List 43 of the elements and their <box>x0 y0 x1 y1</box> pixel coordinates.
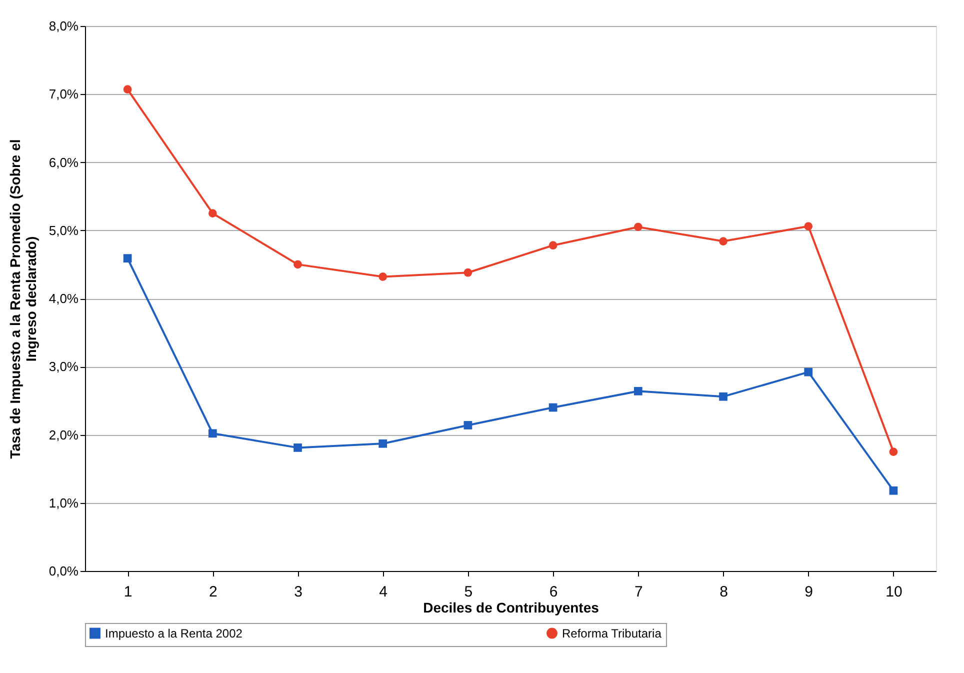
point <box>548 241 558 250</box>
x-tick-label: 2 <box>208 584 218 600</box>
point <box>889 486 898 495</box>
x-tick-label: 8 <box>720 584 728 600</box>
point <box>804 368 813 376</box>
point <box>548 403 558 412</box>
point <box>889 448 898 456</box>
x-tick-label: 3 <box>294 584 302 600</box>
point <box>464 421 472 430</box>
point <box>719 392 728 401</box>
x-tick-label: 4 <box>379 584 388 600</box>
point <box>464 268 472 277</box>
x-tick-label: 5 <box>464 584 473 600</box>
point <box>208 209 217 218</box>
x-tick-label: 10 <box>886 584 902 600</box>
y-tick-label: 4,0% <box>48 291 79 306</box>
x-tick-label: 1 <box>124 584 132 600</box>
x-tick-label: 7 <box>634 584 643 600</box>
point <box>634 222 642 232</box>
point <box>634 386 642 396</box>
x-tick-label: 6 <box>549 584 558 600</box>
point <box>208 429 217 438</box>
y-tick-label: 3,0% <box>48 359 79 374</box>
point <box>719 237 728 246</box>
x-axis-title: Deciles de Contribuyentes <box>423 600 600 616</box>
point <box>294 444 302 452</box>
y-tick-label: 1,0% <box>48 495 79 510</box>
y-tick-label: 0,0% <box>48 564 79 578</box>
y-axis-title: Tasa de Impuesto a la Renta Promedio (Sobre el Ingreso declarado) <box>6 139 39 459</box>
point <box>123 254 132 262</box>
point <box>804 222 813 230</box>
y-tick-label: 7,0% <box>48 86 79 102</box>
y-tick-label: 5,0% <box>48 222 79 238</box>
point <box>378 272 388 281</box>
y-tick-label: 2,0% <box>48 427 79 442</box>
legend-label: Reforma Tributaria <box>562 626 662 640</box>
y-tick-label: 6,0% <box>48 154 79 170</box>
point <box>294 260 302 269</box>
legend-label: Impuesto a la Renta 2002 <box>105 626 243 640</box>
point <box>378 439 388 448</box>
point <box>123 85 132 94</box>
x-tick-label: 9 <box>804 584 814 600</box>
y-tick-label: 8,0% <box>48 18 79 34</box>
